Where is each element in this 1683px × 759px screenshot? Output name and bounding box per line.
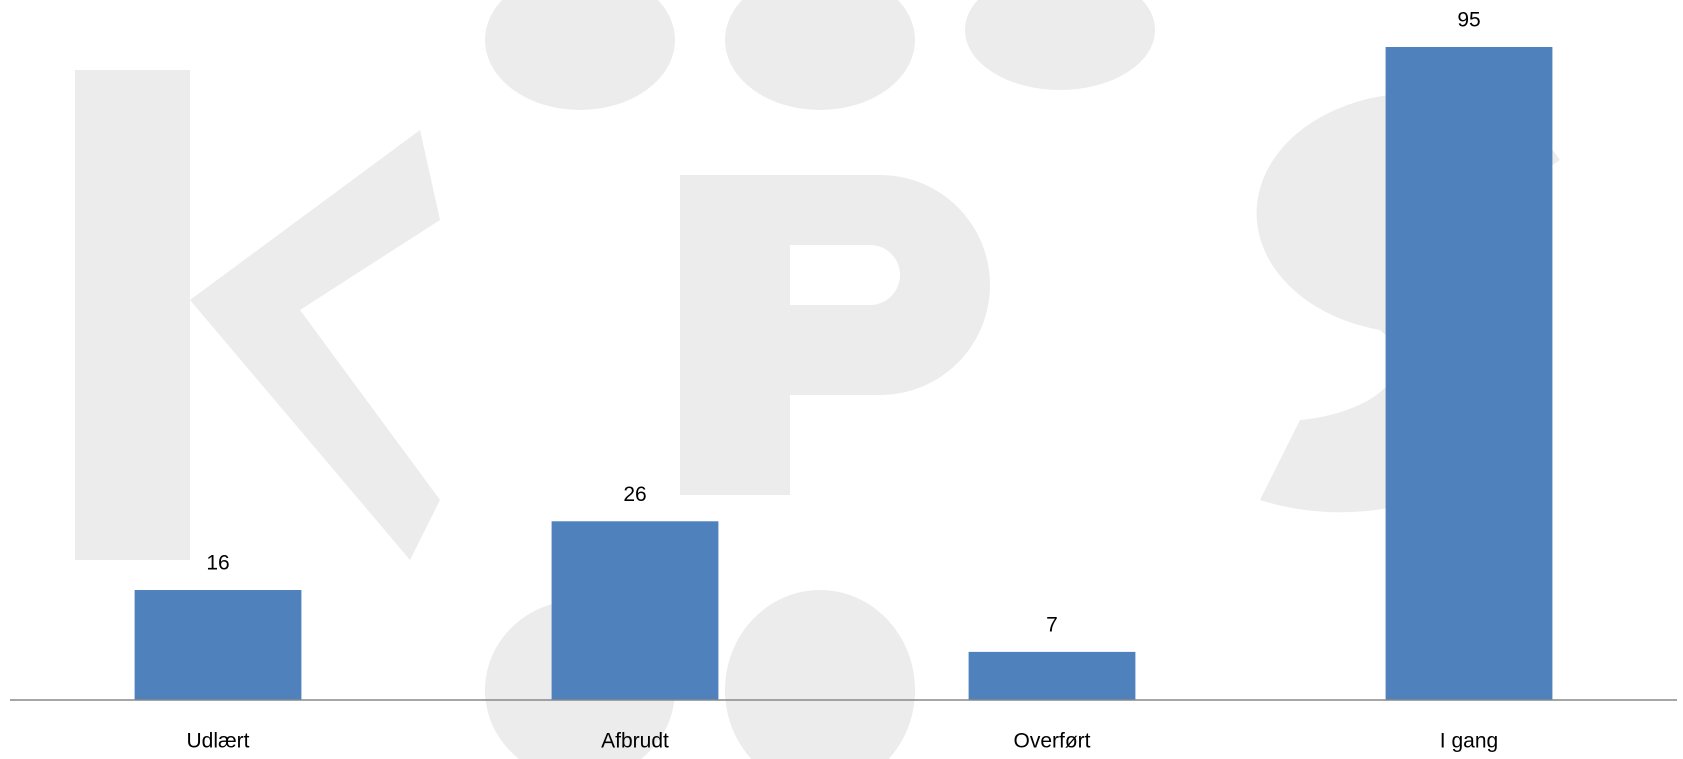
x-tick-label: Overført bbox=[1014, 730, 1091, 753]
x-tick-label: Afbrudt bbox=[601, 730, 669, 753]
bar bbox=[968, 651, 1136, 700]
bar bbox=[1385, 47, 1553, 700]
x-tick-label: Udlært bbox=[186, 730, 249, 753]
value-label: 16 bbox=[206, 552, 229, 575]
value-label: 7 bbox=[1046, 613, 1058, 636]
value-label: 26 bbox=[623, 483, 646, 506]
x-tick-label: I gang bbox=[1440, 730, 1498, 753]
value-label: 95 bbox=[1457, 9, 1480, 32]
bar bbox=[551, 521, 719, 700]
bar bbox=[134, 590, 302, 700]
